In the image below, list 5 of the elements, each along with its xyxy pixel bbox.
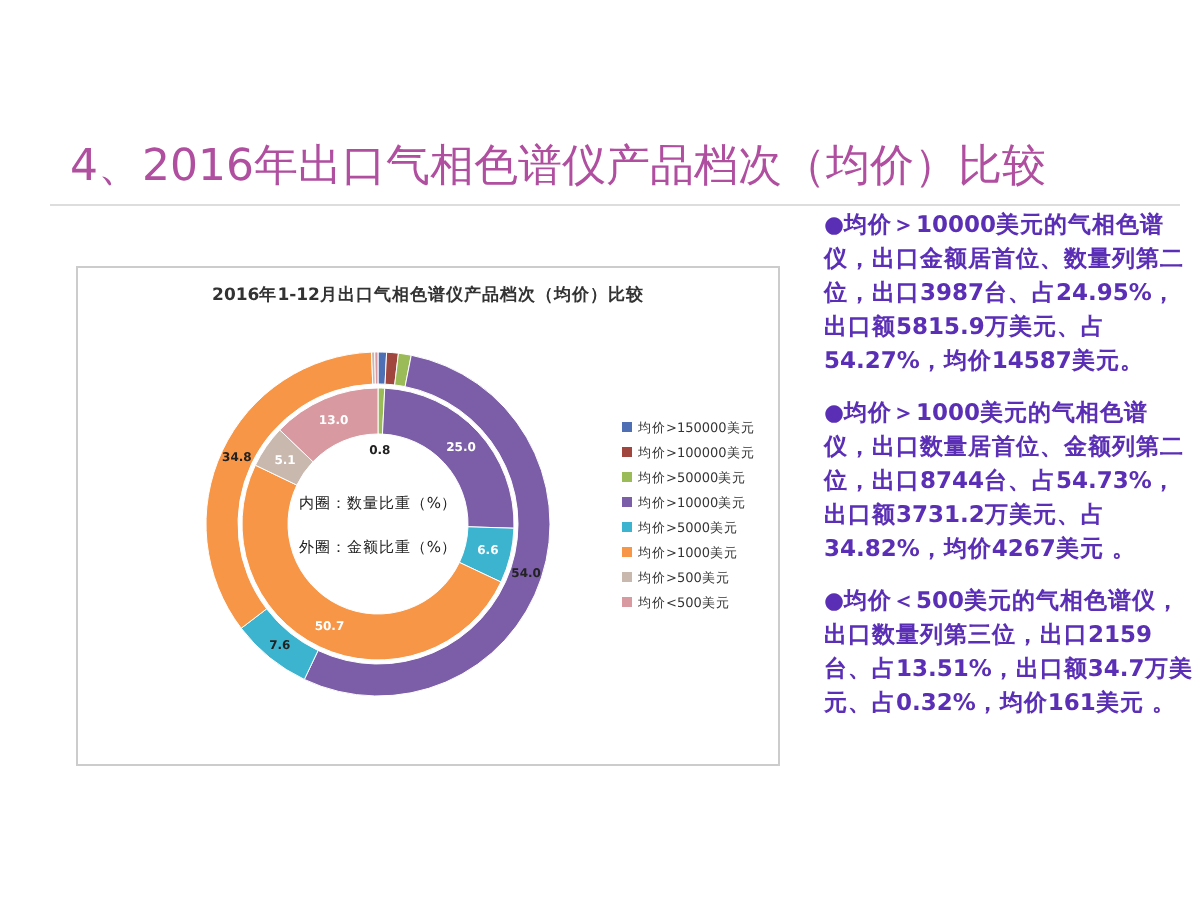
chart-title: 2016年1-12月出口气相色谱仪产品档次（均价）比较 [212, 284, 646, 306]
text: ●均价＜500美元的气相色谱仪，出口数量列第三位，出口2159台、占13.51%，出口额34.7万美元、占0.32%，均价161美元 。 [824, 584, 1195, 720]
text: ●均价＞10000美元的气相色谱仪，出口金额居首位、数量列第二位，出口3987台、占24.95%，出口额5815.9万美元、占54.27%，均价14587美元。 [824, 208, 1186, 378]
text: 4、2016年出口气相色谱仪产品档次（均价）比较 [70, 140, 1046, 196]
text: ●均价＞1000美元的气相色谱仪，出口数量居首位、金额列第二位，出口8744台、占54.73%，出口额3731.2万美元、占34.82%，均价4267美元 。 [824, 396, 1186, 566]
